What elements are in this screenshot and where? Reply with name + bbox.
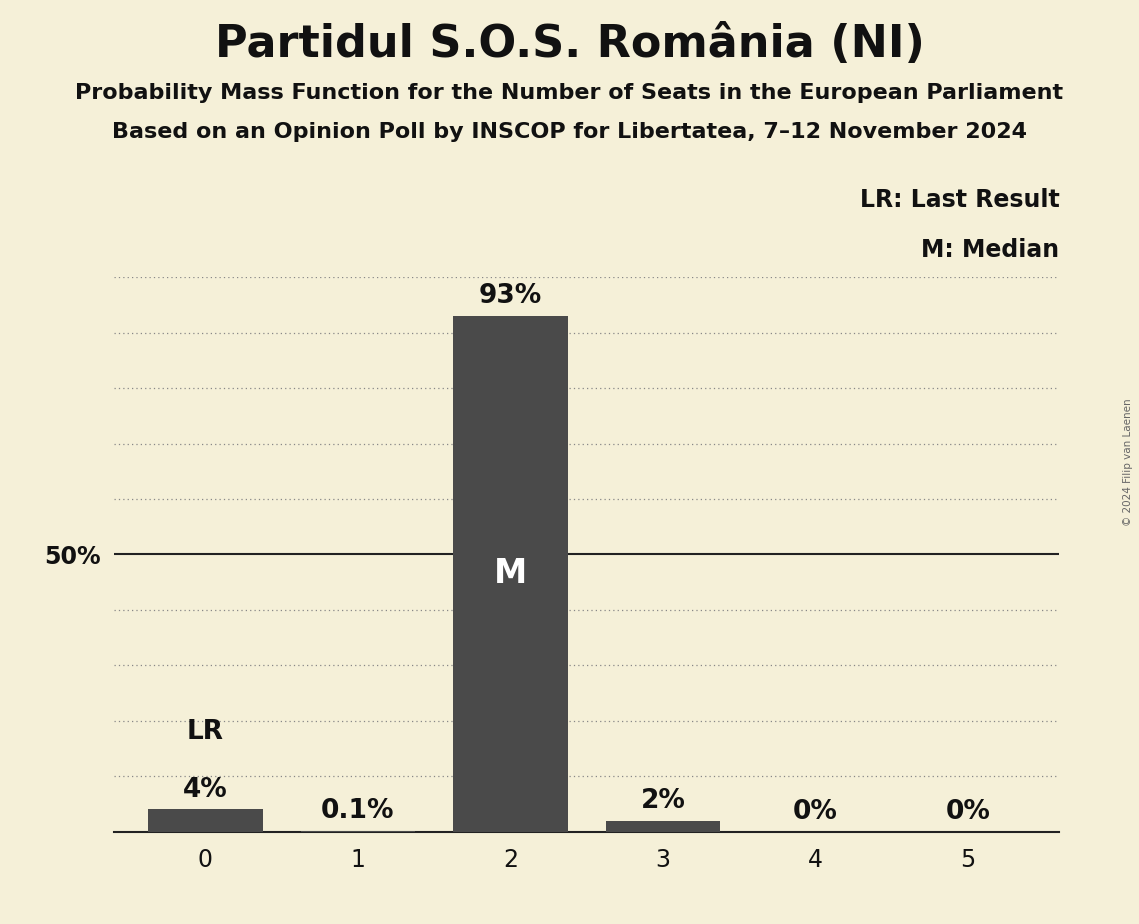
Text: 93%: 93%: [478, 284, 542, 310]
Text: 2%: 2%: [640, 788, 686, 814]
Text: 4%: 4%: [183, 777, 228, 803]
Text: Partidul S.O.S. România (NI): Partidul S.O.S. România (NI): [214, 23, 925, 67]
Text: Based on an Opinion Poll by INSCOP for Libertatea, 7–12 November 2024: Based on an Opinion Poll by INSCOP for L…: [112, 122, 1027, 142]
Text: LR: LR: [187, 719, 224, 745]
Text: M: Median: M: Median: [921, 238, 1059, 262]
Text: 0.1%: 0.1%: [321, 798, 394, 824]
Text: LR: Last Result: LR: Last Result: [860, 188, 1059, 213]
Text: 0%: 0%: [793, 799, 838, 825]
Bar: [148, 809, 263, 832]
Text: Probability Mass Function for the Number of Seats in the European Parliament: Probability Mass Function for the Number…: [75, 83, 1064, 103]
Bar: [606, 821, 720, 832]
Text: 0%: 0%: [945, 799, 990, 825]
Text: M: M: [493, 557, 527, 590]
Text: © 2024 Filip van Laenen: © 2024 Filip van Laenen: [1123, 398, 1133, 526]
Bar: [453, 316, 567, 832]
